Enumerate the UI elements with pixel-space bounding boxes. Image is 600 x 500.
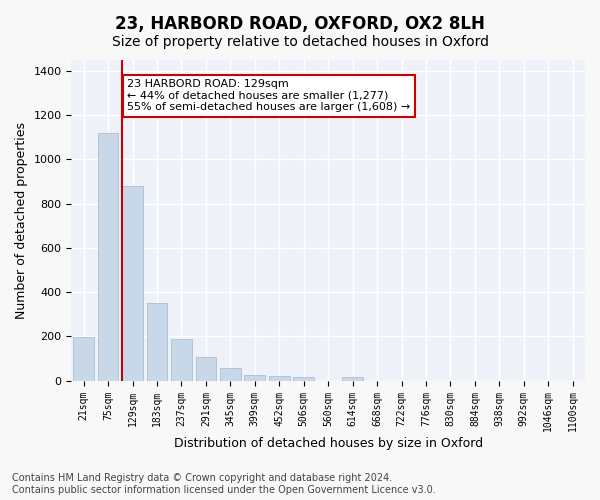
Bar <box>220 368 241 380</box>
Bar <box>122 186 143 380</box>
Bar <box>98 133 118 380</box>
Bar <box>196 356 217 380</box>
Text: Size of property relative to detached houses in Oxford: Size of property relative to detached ho… <box>112 35 488 49</box>
Text: 23, HARBORD ROAD, OXFORD, OX2 8LH: 23, HARBORD ROAD, OXFORD, OX2 8LH <box>115 15 485 33</box>
Bar <box>293 378 314 380</box>
Bar <box>269 376 290 380</box>
Text: 23 HARBORD ROAD: 129sqm
← 44% of detached houses are smaller (1,277)
55% of semi: 23 HARBORD ROAD: 129sqm ← 44% of detache… <box>127 79 410 112</box>
Bar <box>171 338 192 380</box>
Bar <box>73 338 94 380</box>
Text: Contains HM Land Registry data © Crown copyright and database right 2024.
Contai: Contains HM Land Registry data © Crown c… <box>12 474 436 495</box>
X-axis label: Distribution of detached houses by size in Oxford: Distribution of detached houses by size … <box>173 437 483 450</box>
Bar <box>342 378 363 380</box>
Bar <box>244 375 265 380</box>
Y-axis label: Number of detached properties: Number of detached properties <box>15 122 28 319</box>
Bar <box>146 303 167 380</box>
